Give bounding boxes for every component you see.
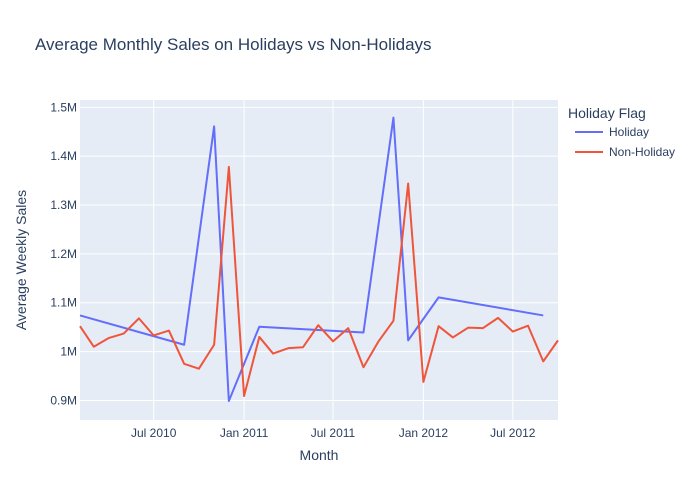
x-tick-label: Jul 2012: [490, 426, 536, 440]
x-tick-label: Jul 2010: [131, 426, 177, 440]
legend-title: Holiday Flag: [568, 105, 646, 121]
x-tick-label: Jan 2012: [399, 426, 449, 440]
legend-item[interactable]: Holiday: [575, 125, 649, 139]
plot-area: [80, 100, 558, 420]
y-axis-title: Average Weekly Sales: [13, 190, 29, 330]
y-tick-label: 0.9M: [50, 393, 77, 407]
series-line-holiday: [79, 116, 544, 402]
x-axis-title: Month: [300, 447, 339, 463]
legend-label: Holiday: [609, 125, 649, 139]
y-tick-label: 1.2M: [50, 247, 77, 261]
series-layer: [79, 116, 559, 402]
legend-items: Holiday Non-Holiday: [575, 125, 675, 159]
chart-title: Average Monthly Sales on Holidays vs Non…: [35, 35, 432, 54]
y-tick-label: 1.5M: [50, 100, 77, 114]
grid-layer: [80, 100, 558, 420]
y-tick-label: 1.3M: [50, 198, 77, 212]
tick-layer: 0.9M 1M 1.1M 1.2M 1.3M 1.4M 1.5M Jul 2010 Jan 20…: [50, 100, 535, 440]
y-tick-label: 1M: [60, 345, 77, 359]
x-tick-label: Jan 2011: [220, 426, 269, 440]
legend[interactable]: Holiday Flag Holiday Non-Holiday: [568, 105, 675, 159]
x-tick-label: Jul 2011: [311, 426, 356, 440]
legend-item[interactable]: Non-Holiday: [575, 145, 675, 159]
y-tick-label: 1.1M: [50, 296, 77, 310]
series-line-non-holiday: [79, 165, 559, 398]
legend-label: Non-Holiday: [609, 145, 675, 159]
y-tick-label: 1.4M: [50, 149, 77, 163]
